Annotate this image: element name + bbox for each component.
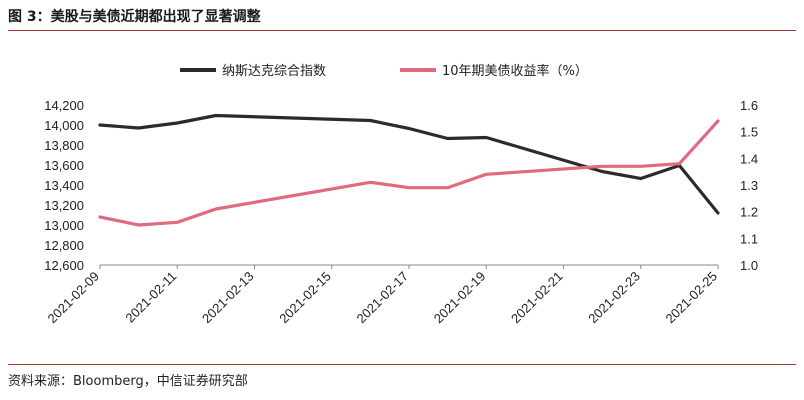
bottom-rule <box>8 364 796 365</box>
x-tick-label: 2021-02-17 <box>353 269 411 327</box>
series-line <box>98 119 720 227</box>
legend-label: 10年期美债收益率（%） <box>442 63 588 79</box>
y-left-tick-label: 13,400 <box>44 178 84 193</box>
y-left-tick-label: 12,600 <box>44 258 84 273</box>
top-rule <box>8 30 796 31</box>
x-tick-label: 2021-02-09 <box>44 269 102 327</box>
y-right-tick-label: 1.0 <box>740 258 758 273</box>
x-tick-label: 2021-02-15 <box>276 269 334 327</box>
chart: 12,600 12,800 13,000 13,200 13,400 13,600 13,8… <box>44 63 758 326</box>
x-tick-label: 2021-02-21 <box>508 269 566 327</box>
y-right-tick-label: 1.3 <box>740 178 758 193</box>
series-line <box>98 113 720 215</box>
y-right-tick-label: 1.4 <box>740 151 758 166</box>
y-left-tick-label: 12,800 <box>44 238 84 253</box>
y-left-tick-label: 13,800 <box>44 138 84 153</box>
figure-title: 图 3：美股与美债近期都出现了显著调整 <box>8 9 261 25</box>
legend: 纳斯达克综合指数 10年期美债收益率（%） <box>180 63 588 79</box>
x-tick-label: 2021-02-13 <box>199 269 257 327</box>
series-lines <box>98 113 720 227</box>
x-tick-label: 2021-02-19 <box>431 269 489 327</box>
x-tick-label: 2021-02-23 <box>585 269 643 327</box>
x-tick-label: 2021-02-11 <box>122 269 179 326</box>
axes: 12,600 12,800 13,000 13,200 13,400 13,600 13,8… <box>44 98 758 326</box>
y-right-tick-label: 1.6 <box>740 98 758 113</box>
y-left-tick-label: 13,600 <box>44 158 84 173</box>
y-right-tick-label: 1.1 <box>740 231 758 246</box>
legend-label: 纳斯达克综合指数 <box>222 64 326 79</box>
y-right-tick-label: 1.5 <box>740 125 758 140</box>
x-tick-label: 2021-02-25 <box>662 269 720 327</box>
source-note: 资料来源：Bloomberg，中信证券研究部 <box>8 374 248 389</box>
y-left-tick-label: 13,000 <box>44 218 84 233</box>
y-right-tick-label: 1.2 <box>740 205 758 220</box>
y-left-tick-label: 14,000 <box>44 118 84 133</box>
y-left-tick-label: 14,200 <box>44 98 84 113</box>
y-left-tick-label: 13,200 <box>44 198 84 213</box>
